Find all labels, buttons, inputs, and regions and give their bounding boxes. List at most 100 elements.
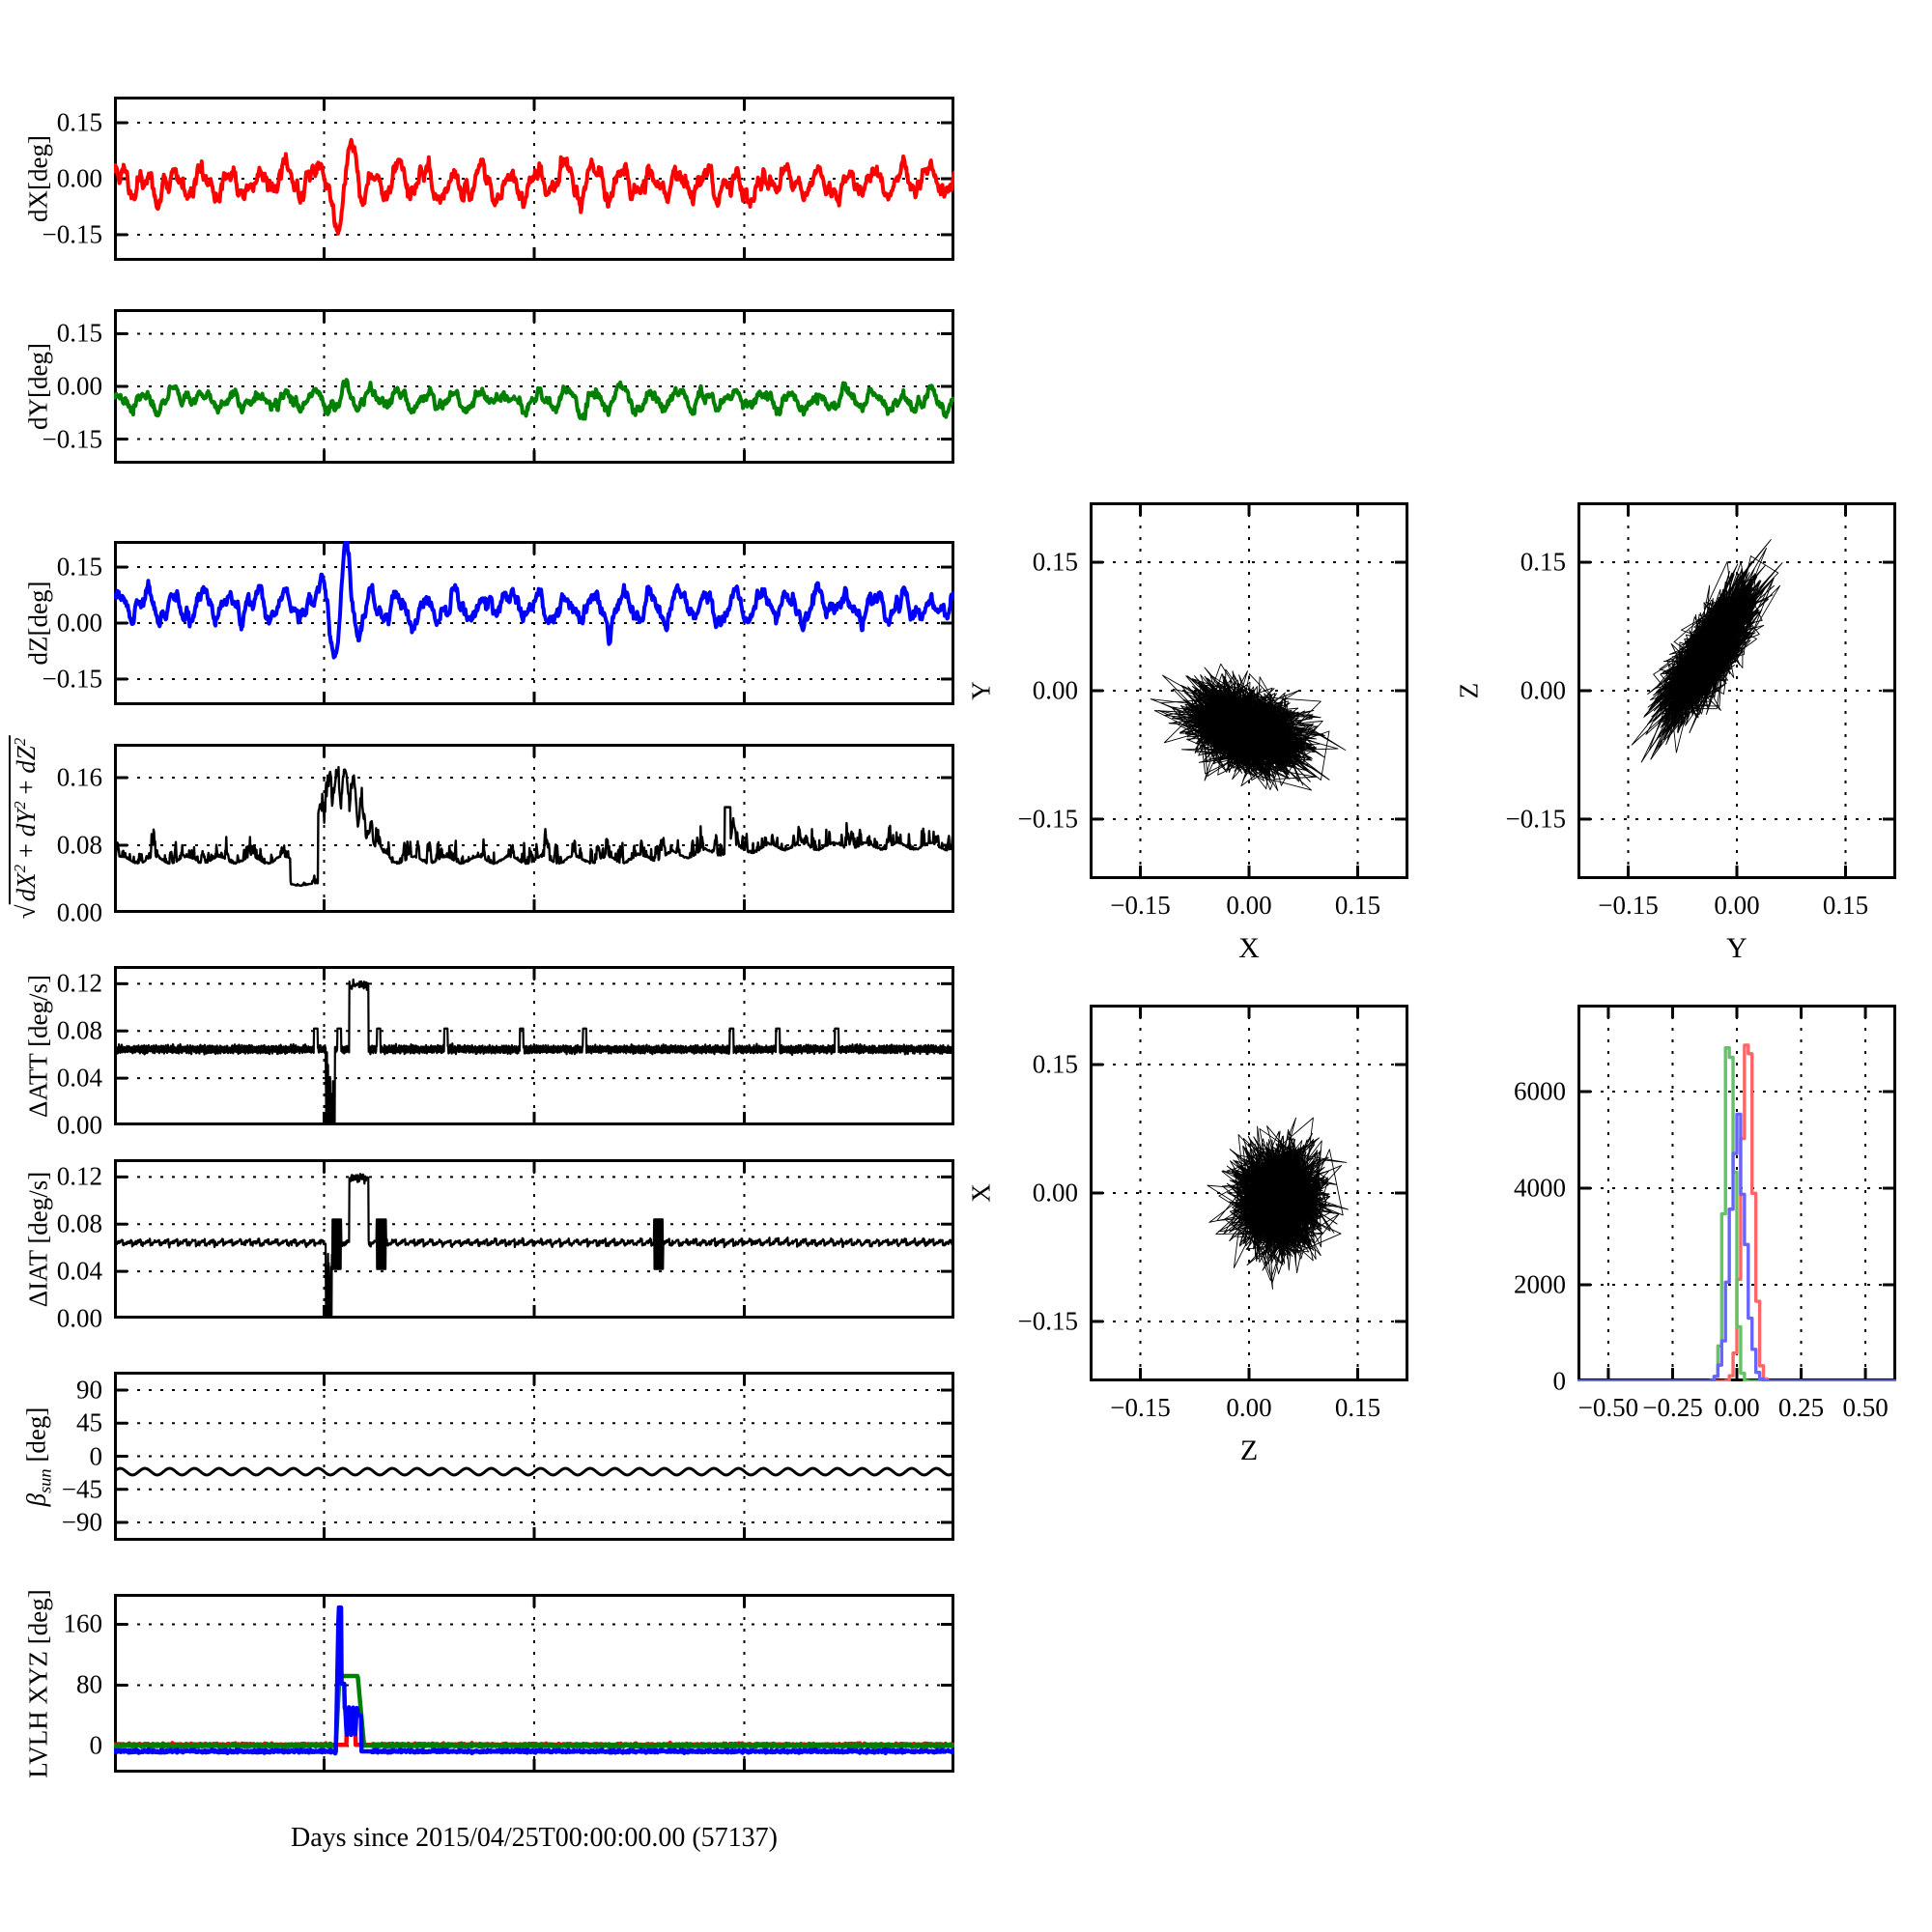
panel-beta-sun-plot-area: [114, 1372, 954, 1541]
panel-dx-plot-area: [114, 97, 954, 261]
y-tick-label: 0.15: [56, 107, 102, 137]
y-tick-label: 0: [89, 1441, 103, 1470]
panel-scatter-yx-plot-area: [1090, 502, 1408, 879]
y-tick-label: −45: [61, 1474, 102, 1504]
panel-histogram: [1577, 1005, 1896, 1381]
y-tick-label: 0: [89, 1730, 103, 1760]
scatter-track: [1259, 1150, 1293, 1195]
y-tick-label: 0.08: [56, 830, 102, 860]
scatter-track: [1223, 674, 1284, 740]
scatter-track: [1280, 1177, 1319, 1217]
y-tick-label: 0.15: [56, 318, 102, 348]
x-tick-label: −0.25: [1642, 1393, 1703, 1422]
x-tick-label: 0.25: [1777, 1393, 1825, 1422]
panel-magnitude-plot-area: [114, 744, 954, 913]
scatter-track: [1241, 740, 1305, 753]
scatter-points: [1207, 1117, 1349, 1291]
scatter-track: [1265, 1179, 1296, 1200]
scatter-track: [1231, 681, 1251, 728]
trace-dZ: [114, 541, 954, 660]
scatter-track: [1666, 611, 1734, 674]
y-tick-label: 0.15: [1032, 1049, 1078, 1079]
scatter-track: [1679, 595, 1730, 673]
panel-scatter-zy: [1577, 502, 1896, 879]
y-axis-label: X: [966, 1183, 996, 1203]
y-tick-label: 0.00: [56, 163, 102, 193]
y-tick-label: 0.00: [56, 608, 102, 638]
panel-diat: [114, 1159, 954, 1319]
scatter-track: [1234, 686, 1316, 753]
panel-lvlh: [114, 1594, 954, 1773]
y-tick-label: −0.15: [42, 424, 102, 454]
y-axis-label: βsun [deg]: [21, 1406, 55, 1506]
y-tick-label: −0.15: [1505, 804, 1566, 834]
x-tick-label: −0.50: [1577, 1393, 1639, 1422]
scatter-track: [1697, 637, 1735, 683]
x-axis-label: Days since 2015/04/25T00:00:00.00 (57137…: [291, 1823, 778, 1853]
y-tick-label: 0.15: [1520, 547, 1566, 577]
scatter-track: [1246, 1158, 1289, 1251]
y-tick-label: 80: [76, 1669, 102, 1699]
trace-magnitude: [114, 765, 954, 888]
scatter-track: [1233, 711, 1288, 752]
trace-lvlh-Y: [114, 1673, 954, 1750]
x-tick-label: 0.15: [1334, 891, 1381, 920]
y-axis-label: dX[deg]: [23, 135, 53, 222]
y-axis-label: ΔATT [deg/s]: [23, 974, 53, 1118]
y-tick-label: 0.15: [1032, 547, 1078, 577]
panel-scatter-xz: [1090, 1005, 1408, 1381]
scatter-track: [1677, 625, 1722, 664]
scatter-points: [1631, 539, 1783, 763]
y-tick-label: 0.04: [56, 1063, 102, 1093]
y-axis-label: √dX2 + dY2 + dZ2: [9, 734, 42, 922]
histogram-dX: [1577, 1043, 1896, 1381]
trace-dY: [114, 378, 954, 421]
scatter-track: [1222, 728, 1264, 756]
scatter-track: [1228, 734, 1264, 774]
x-tick-label: 0.00: [1226, 891, 1272, 920]
scatter-track: [1265, 1147, 1302, 1191]
y-tick-label: 0.12: [56, 1161, 102, 1191]
y-tick-label: −90: [61, 1507, 102, 1537]
scatter-track: [1235, 713, 1275, 731]
x-axis-label: Y: [1726, 932, 1747, 964]
y-axis-label: dZ[deg]: [23, 581, 53, 666]
scatter-track: [1264, 1193, 1299, 1222]
scatter-track: [1259, 1150, 1329, 1218]
y-tick-label: 0.00: [56, 1110, 102, 1140]
x-tick-label: 0.00: [1714, 891, 1760, 920]
x-axis-label: X: [1238, 932, 1260, 964]
y-tick-label: 0.00: [56, 897, 102, 927]
y-axis-label: dY[deg]: [23, 343, 53, 430]
y-tick-label: 2000: [1514, 1269, 1566, 1299]
trace-beta-sun: [114, 1466, 954, 1477]
y-tick-label: 0.12: [56, 968, 102, 998]
histogram-dY: [1577, 1046, 1896, 1381]
y-axis-label: Y: [966, 681, 996, 700]
y-tick-label: 0.00: [1032, 1178, 1078, 1208]
trace-delta-iat: [114, 1173, 954, 1319]
x-axis-label: Z: [1239, 1435, 1259, 1466]
scatter-track: [1195, 712, 1279, 759]
y-tick-label: 45: [76, 1407, 102, 1437]
x-tick-label: −0.15: [1110, 891, 1171, 920]
panel-dy-plot-area: [114, 309, 954, 464]
panel-dx: [114, 97, 954, 261]
scatter-track: [1249, 1139, 1305, 1196]
y-tick-label: 0.16: [56, 762, 102, 792]
scatter-track: [1209, 710, 1258, 744]
y-tick-label: 0.08: [56, 1015, 102, 1045]
y-tick-label: 0.00: [56, 371, 102, 401]
panel-diat-plot-area: [114, 1159, 954, 1319]
x-tick-label: −0.15: [1598, 891, 1659, 920]
scatter-track: [1255, 1159, 1306, 1232]
x-tick-label: 0.15: [1334, 1393, 1381, 1422]
panel-histogram-plot-area: [1577, 1005, 1896, 1381]
y-tick-label: 6000: [1514, 1076, 1566, 1106]
scatter-track: [1280, 1200, 1312, 1216]
y-tick-label: 0.15: [56, 552, 102, 582]
x-tick-label: −0.15: [1110, 1393, 1171, 1422]
panel-beta-sun: [114, 1372, 954, 1541]
trace-lvlh-Z: [114, 1605, 954, 1756]
x-tick-label: 0.15: [1822, 891, 1869, 920]
